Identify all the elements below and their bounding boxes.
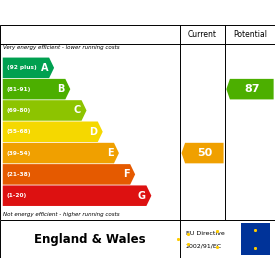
Text: Not energy efficient - higher running costs: Not energy efficient - higher running co…	[3, 212, 119, 217]
Text: England & Wales: England & Wales	[34, 232, 146, 246]
Polygon shape	[3, 58, 54, 78]
Text: EU Directive: EU Directive	[186, 231, 224, 236]
Text: (81-91): (81-91)	[7, 87, 31, 92]
Text: E: E	[107, 148, 114, 158]
Polygon shape	[182, 143, 224, 163]
Text: Very energy efficient - lower running costs: Very energy efficient - lower running co…	[3, 44, 119, 50]
Text: (55-68): (55-68)	[7, 129, 31, 134]
Polygon shape	[226, 79, 274, 99]
Text: F: F	[123, 170, 130, 179]
Text: A: A	[41, 63, 49, 73]
Text: Energy Efficiency Rating: Energy Efficiency Rating	[6, 6, 189, 19]
Text: B: B	[57, 84, 65, 94]
Polygon shape	[3, 164, 135, 185]
Text: 87: 87	[244, 84, 260, 94]
Polygon shape	[3, 79, 70, 99]
Text: (1-20): (1-20)	[7, 193, 27, 198]
Bar	[241, 223, 270, 255]
Text: C: C	[74, 106, 81, 115]
Text: (69-80): (69-80)	[7, 108, 31, 113]
Text: (92 plus): (92 plus)	[7, 65, 37, 70]
Text: (39-54): (39-54)	[7, 151, 31, 156]
Text: 2002/91/EC: 2002/91/EC	[186, 243, 222, 248]
Text: D: D	[89, 127, 97, 137]
Text: Current: Current	[188, 30, 217, 39]
Text: G: G	[138, 191, 146, 201]
Polygon shape	[3, 186, 151, 206]
Text: (21-38): (21-38)	[7, 172, 31, 177]
Text: Potential: Potential	[233, 30, 267, 39]
Polygon shape	[3, 100, 87, 121]
Polygon shape	[3, 122, 103, 142]
Polygon shape	[3, 143, 119, 163]
Text: 50: 50	[197, 148, 212, 158]
